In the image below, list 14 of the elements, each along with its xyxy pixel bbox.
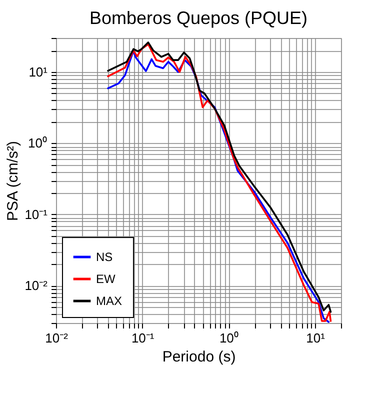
- y-tick-label: 10⁻²: [24, 278, 48, 294]
- x-tick-label: 10⁻²: [45, 330, 69, 346]
- y-tick-label: 10⁻¹: [24, 206, 48, 222]
- x-axis-title: Periodo (s): [162, 348, 236, 366]
- y-tick-label: 10⁰: [28, 136, 48, 151]
- legend-label: MAX: [96, 294, 122, 308]
- x-tick-label: 10¹: [306, 330, 326, 346]
- x-tick-label: 10⁰: [219, 330, 239, 346]
- chart-title: Bomberos Quepos (PQUE): [89, 8, 308, 28]
- y-tick-label: 10¹: [28, 64, 48, 80]
- y-axis-title: PSA (cm/s²): [4, 140, 22, 222]
- x-tick-label: 10⁻¹: [131, 330, 155, 346]
- legend-label: NS: [96, 250, 113, 264]
- legend-label: EW: [96, 272, 116, 286]
